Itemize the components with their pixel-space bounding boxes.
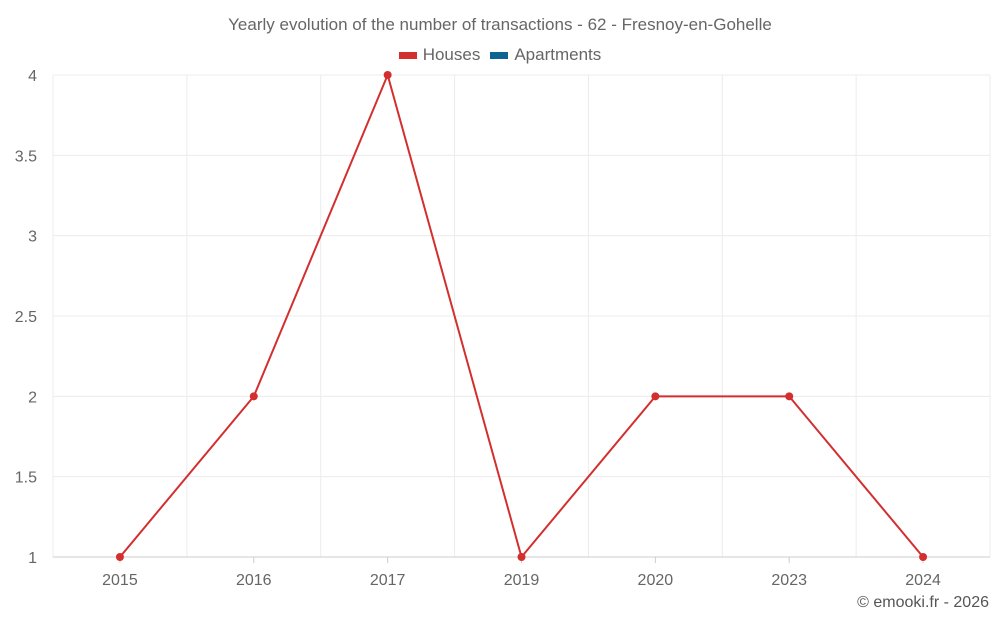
y-tick-label: 1.5 — [15, 470, 37, 487]
y-tick-label: 3.5 — [15, 148, 37, 165]
y-tick-label: 2 — [28, 389, 37, 406]
y-tick-label: 4 — [28, 68, 37, 85]
legend-item-houses[interactable]: Houses — [398, 45, 481, 65]
data-point-houses — [517, 553, 526, 561]
chart-legend: Houses Apartments — [0, 45, 1000, 65]
data-point-houses — [785, 392, 794, 401]
credit-text: © emooki.fr - 2026 — [857, 594, 989, 611]
series-layer — [115, 71, 928, 561]
legend-item-apartments[interactable]: Apartments — [490, 45, 601, 65]
legend-swatch-houses — [398, 51, 417, 59]
data-point-houses — [115, 553, 124, 561]
x-tick-label: 2019 — [504, 572, 540, 589]
chart-title: Yearly evolution of the number of transa… — [228, 15, 772, 34]
y-tick-label: 1 — [28, 550, 37, 567]
legend-label-houses: Houses — [422, 45, 481, 64]
data-point-houses — [919, 553, 928, 561]
y-tick-label: 2.5 — [15, 309, 37, 326]
legend-swatch-apartments — [490, 51, 509, 59]
x-tick-label: 2020 — [638, 572, 674, 589]
grid-lines — [52, 74, 991, 558]
x-tick-label: 2024 — [905, 572, 941, 589]
data-point-houses — [651, 392, 660, 401]
axes: 1 1.5 2 2.5 3 3.5 4 2015 2016 2017 2019 2020 2023 202… — [15, 68, 990, 589]
x-tick-label: 2016 — [236, 572, 272, 589]
x-tick-label: 2023 — [771, 572, 807, 589]
data-point-houses — [249, 392, 258, 401]
y-tick-label: 3 — [28, 229, 37, 246]
x-tick-label: 2017 — [370, 572, 406, 589]
data-point-houses — [383, 71, 392, 79]
x-tick-label: 2015 — [102, 572, 138, 589]
legend-label-apartments: Apartments — [514, 45, 602, 64]
